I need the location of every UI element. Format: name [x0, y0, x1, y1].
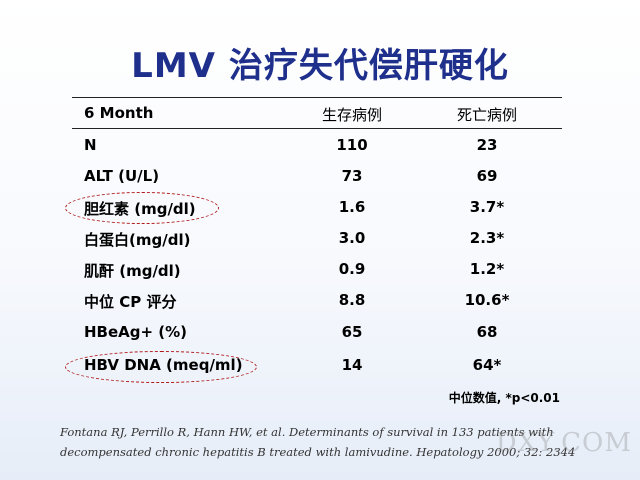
table-header-row: 6 Month 生存病例 死亡病例 — [72, 99, 562, 129]
row-survival-value: 1.6 — [338, 198, 366, 216]
header-survival: 生存病例 — [321, 106, 382, 124]
table-row: ALT (U/L) 73 69 — [72, 162, 562, 192]
table-row: 中位 CP 评分 8.8 10.6* — [72, 286, 562, 316]
table-header-rule — [72, 128, 562, 129]
table-top-rule — [72, 97, 562, 98]
watermark-logo: DXY.COM — [495, 428, 632, 458]
footnote: 中位数值, *p<0.01 — [448, 391, 560, 405]
row-death-value: 1.2* — [469, 260, 505, 278]
row-survival-value: 8.8 — [338, 291, 366, 309]
row-survival-value: 73 — [341, 167, 363, 185]
row-label: 白蛋白(mg/dl) — [84, 231, 191, 249]
row-death-value: 23 — [476, 136, 498, 154]
row-death-value: 10.6* — [464, 291, 510, 309]
row-label: HBeAg+ (%) — [84, 323, 188, 341]
row-survival-value: 0.9 — [338, 260, 366, 278]
header-death: 死亡病例 — [456, 106, 517, 124]
row-death-value: 68 — [476, 323, 498, 341]
header-label: 6 Month — [84, 104, 154, 122]
highlight-circle-bilirubin — [65, 192, 219, 224]
row-death-value: 64* — [472, 356, 502, 374]
table-row: 白蛋白(mg/dl) 3.0 2.3* — [72, 224, 562, 254]
highlight-circle-hbv-dna — [65, 351, 257, 383]
row-label: N — [84, 136, 97, 154]
row-survival-value: 65 — [341, 323, 363, 341]
row-label: 肌酐 (mg/dl) — [84, 262, 181, 280]
table-row: HBeAg+ (%) 65 68 — [72, 318, 562, 348]
row-label: 中位 CP 评分 — [84, 293, 177, 311]
citation: Fontana RJ, Perrillo R, Hann HW, et al. … — [60, 422, 580, 462]
table-row: N 110 23 — [72, 131, 562, 161]
citation-line-1: Fontana RJ, Perrillo R, Hann HW, et al. … — [60, 425, 554, 439]
table-row: 肌酐 (mg/dl) 0.9 1.2* — [72, 255, 562, 285]
row-death-value: 3.7* — [469, 198, 505, 216]
row-death-value: 2.3* — [469, 229, 505, 247]
row-label: ALT (U/L) — [84, 167, 160, 185]
row-death-value: 69 — [476, 167, 498, 185]
citation-line-2: decompensated chronic hepatitis B treate… — [60, 445, 576, 459]
slide-title: LMV 治疗失代偿肝硬化 — [131, 46, 509, 86]
row-survival-value: 14 — [341, 356, 363, 374]
row-survival-value: 110 — [336, 136, 368, 154]
row-survival-value: 3.0 — [338, 229, 366, 247]
